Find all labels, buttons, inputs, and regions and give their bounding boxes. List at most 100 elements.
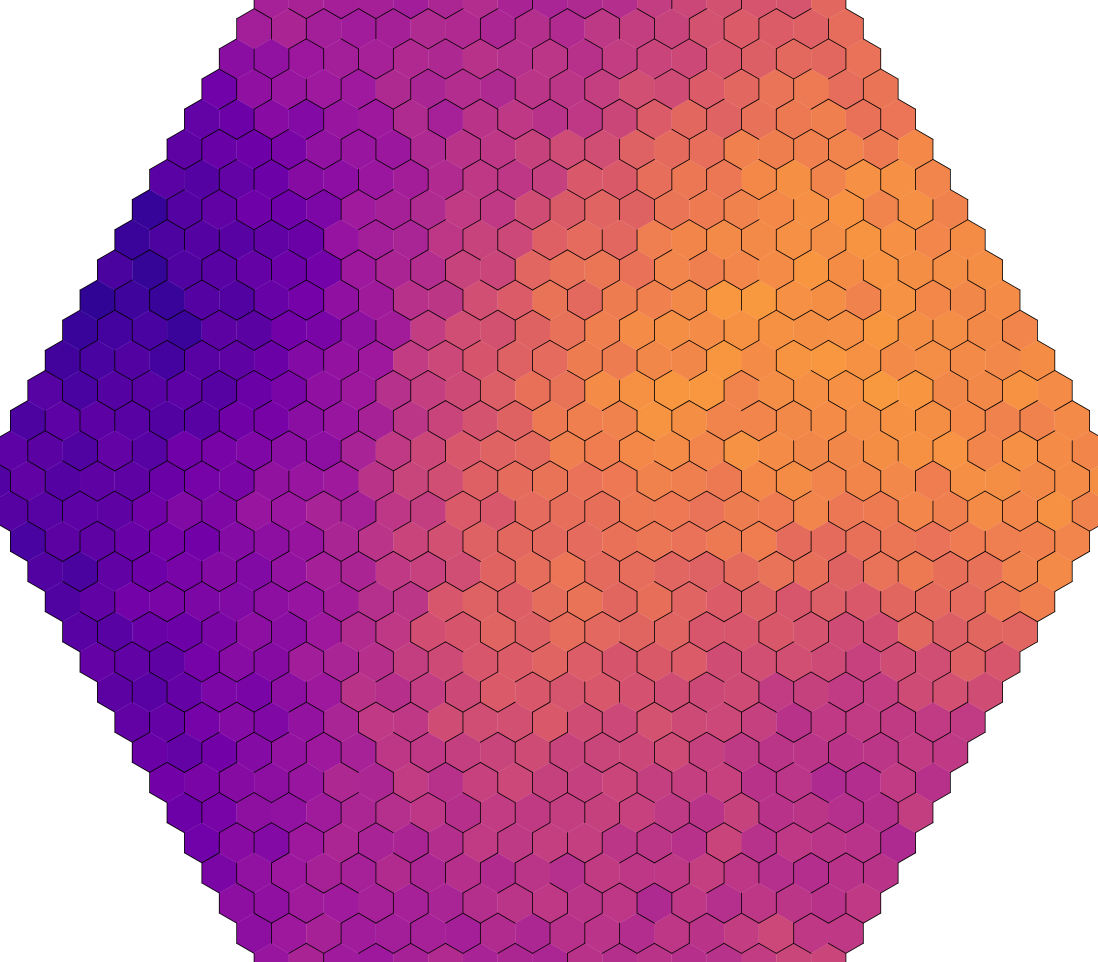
maze-cell [567,280,603,321]
maze-wall [636,369,655,382]
maze-cell [497,762,533,803]
maze-cell [967,249,1003,291]
maze-cell [80,280,115,321]
maze-cell [1054,400,1090,441]
maze-cell [497,38,533,79]
maze-wall [270,882,290,894]
maze-wall [688,128,708,140]
maze-wall [427,460,447,472]
maze-wall [601,68,621,80]
maze-cell [741,883,777,924]
maze-cell [1019,460,1055,502]
maze-wall [305,219,325,231]
maze-cell [10,460,46,502]
maze-cell [480,68,516,110]
maze-wall [410,731,429,743]
maze-wall [775,219,795,231]
maze-wall [514,279,534,291]
maze-wall [462,430,481,442]
maze-wall [323,731,342,743]
maze-cell [724,8,759,49]
maze-wall [827,38,847,50]
maze-cell [236,430,272,471]
maze-wall [810,611,830,623]
maze-cell [758,249,794,291]
maze-wall [688,701,708,713]
maze-wall [357,400,377,412]
maze-wall [601,490,621,502]
maze-cell [619,671,655,713]
maze-cell [375,310,411,351]
maze-wall [462,550,481,562]
maze-cell [811,702,846,743]
maze-cell [845,702,881,743]
maze-wall [427,8,447,20]
maze-wall [671,641,690,653]
maze-cell [706,460,742,502]
maze-cell [0,430,28,471]
maze-wall [532,701,551,713]
maze-cell [428,159,463,200]
maze-wall [845,309,864,321]
maze-wall [793,8,812,20]
maze-wall [514,520,534,532]
maze-cell [915,521,951,562]
maze-wall [288,98,307,110]
maze-cell [915,159,951,200]
maze-wall [1054,400,1073,412]
maze-wall [375,882,394,894]
maze-border-wall [1002,279,1021,291]
maze-cell [445,370,481,411]
maze-wall [462,942,481,954]
maze-cell [758,732,794,773]
maze-wall [549,792,568,804]
maze-wall [967,490,986,502]
maze-wall [410,38,429,50]
maze-wall [688,219,708,231]
maze-wall [236,731,255,743]
maze-wall [514,460,534,472]
maze-cell [1002,611,1038,652]
maze-cell [567,883,603,924]
maze-wall [514,882,534,894]
maze-cell [462,883,498,924]
maze-wall [532,460,551,472]
maze-wall [880,731,899,743]
maze-wall [62,460,81,472]
maze-wall [183,339,203,351]
maze-cell [80,521,115,562]
maze-wall [584,852,603,864]
maze-wall [775,671,795,683]
maze-cell [236,671,272,713]
maze-cell [167,129,202,170]
maze-border-wall [131,761,151,773]
maze-wall [323,460,342,472]
maze-wall [601,822,621,834]
maze-wall [758,852,777,864]
maze-wall [392,580,412,593]
maze-cell [637,159,672,200]
maze-cell [706,822,742,863]
maze-wall [653,701,673,713]
maze-cell [62,370,98,411]
maze-cell [985,280,1020,321]
maze-wall [827,128,847,140]
maze-wall [497,550,516,562]
maze-wall [166,309,185,321]
maze-cell [480,189,516,230]
maze-wall [532,550,551,562]
maze-wall [392,701,412,713]
maze-wall [1019,400,1038,412]
maze-wall [479,761,499,773]
maze-wall [427,68,447,80]
maze-wall [793,400,812,412]
maze-cell [654,189,690,230]
maze-wall [653,822,673,834]
maze-wall [1036,550,1056,562]
maze-wall [218,98,238,110]
maze-wall [845,520,864,532]
maze-wall [706,641,725,653]
maze-cell [671,521,707,562]
maze-cell [915,702,951,743]
maze-wall [897,219,917,231]
